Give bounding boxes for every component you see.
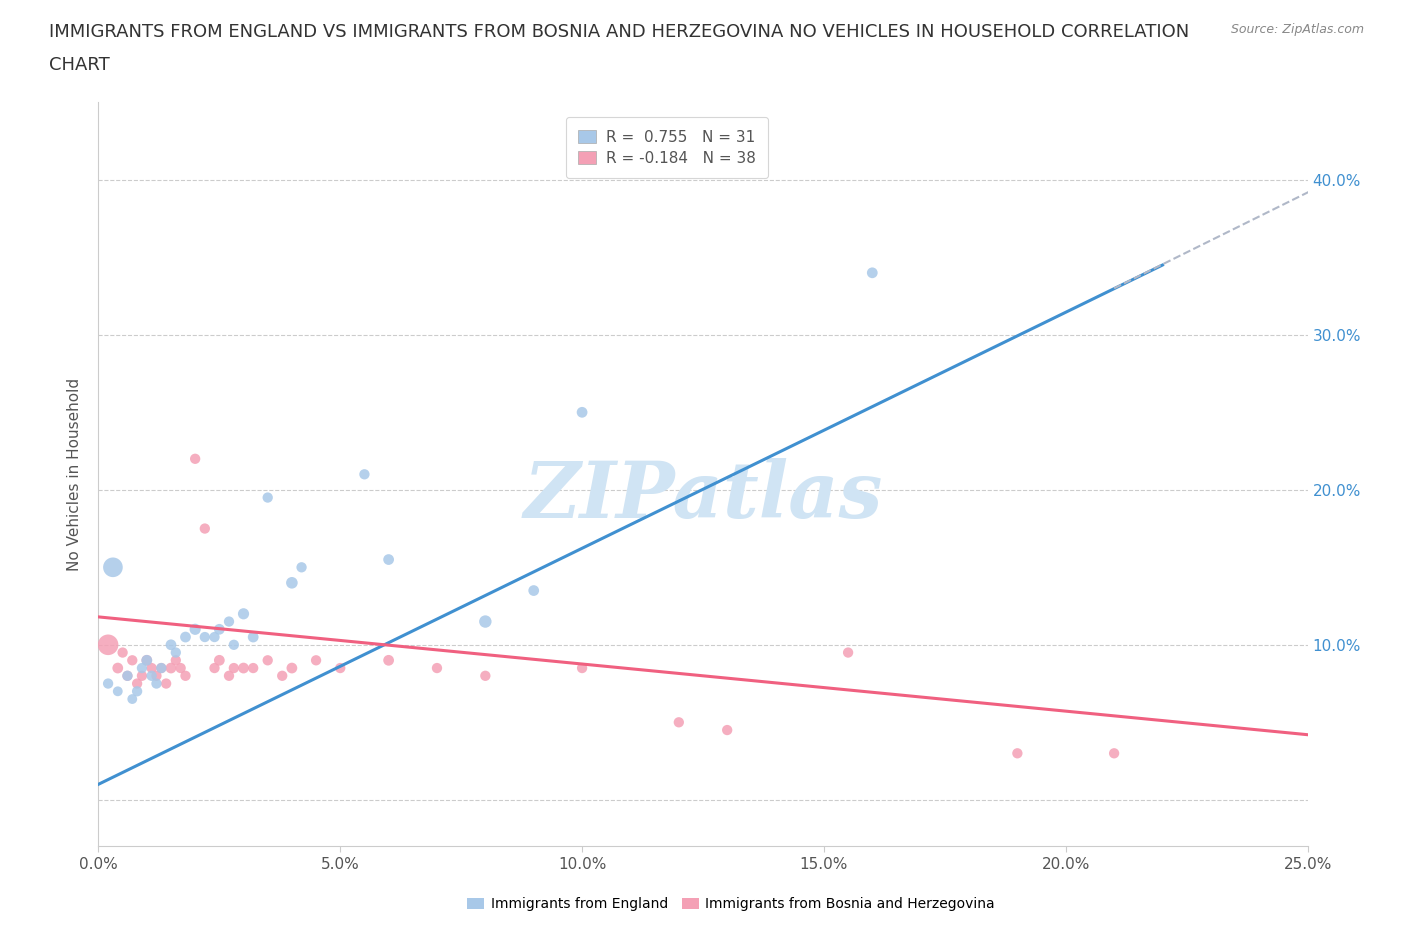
Point [111,645,134,660]
Point [131,669,153,684]
Point [208,622,231,637]
Point [860,265,883,280]
Point [242,630,264,644]
Point [121,692,143,707]
Point [271,669,294,684]
Point [837,645,859,660]
Point [184,451,207,466]
Point [256,653,278,668]
Point [474,614,496,629]
Point [141,669,163,684]
Point [141,660,163,675]
Point [1007,746,1029,761]
Point [218,669,240,684]
Legend: Immigrants from England, Immigrants from Bosnia and Herzegovina: Immigrants from England, Immigrants from… [460,891,1002,919]
Point [155,676,177,691]
Point [716,723,738,737]
Text: CHART: CHART [49,56,110,73]
Point [377,653,399,668]
Point [353,467,375,482]
Point [107,660,129,675]
Point [107,684,129,698]
Point [127,684,149,698]
Point [135,653,157,668]
Legend: R =  0.755   N = 31, R = -0.184   N = 38: R = 0.755 N = 31, R = -0.184 N = 38 [565,117,768,178]
Point [222,637,245,652]
Point [131,660,153,675]
Point [290,560,312,575]
Point [165,645,187,660]
Point [218,614,240,629]
Point [232,606,254,621]
Point [174,669,197,684]
Point [571,660,593,675]
Point [184,622,207,637]
Point [426,660,449,675]
Point [523,583,546,598]
Point [117,669,139,684]
Point [377,552,399,567]
Point [571,405,593,419]
Point [117,669,139,684]
Point [232,660,254,675]
Point [160,637,183,652]
Point [204,660,226,675]
Point [194,521,217,536]
Point [145,669,167,684]
Point [194,630,217,644]
Point [204,630,226,644]
Point [474,669,496,684]
Point [174,630,197,644]
Point [121,653,143,668]
Point [242,660,264,675]
Point [281,660,304,675]
Point [222,660,245,675]
Point [305,653,328,668]
Point [165,653,187,668]
Point [150,660,173,675]
Point [256,490,278,505]
Text: IMMIGRANTS FROM ENGLAND VS IMMIGRANTS FROM BOSNIA AND HERZEGOVINA NO VEHICLES IN: IMMIGRANTS FROM ENGLAND VS IMMIGRANTS FR… [49,23,1189,41]
Point [127,676,149,691]
Point [208,653,231,668]
Y-axis label: No Vehicles in Household: No Vehicles in Household [67,378,83,571]
Point [101,560,124,575]
Point [329,660,352,675]
Text: Source: ZipAtlas.com: Source: ZipAtlas.com [1230,23,1364,36]
Point [281,576,304,591]
Point [97,637,120,652]
Point [97,676,120,691]
Point [668,715,690,730]
Text: ZIPatlas: ZIPatlas [523,458,883,535]
Point [1102,746,1125,761]
Point [145,676,167,691]
Point [150,660,173,675]
Point [169,660,191,675]
Point [160,660,183,675]
Point [135,653,157,668]
